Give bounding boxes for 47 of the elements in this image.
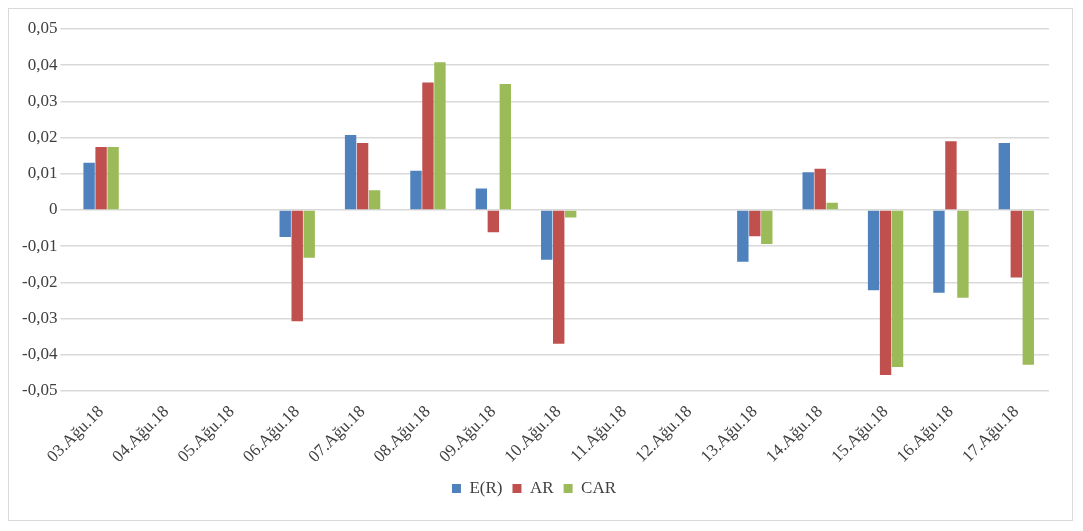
y-tick-label: 0,02: [27, 127, 58, 147]
y-tick-label: 0: [48, 199, 58, 219]
bar: [879, 210, 892, 375]
y-tick-label: 0,01: [27, 163, 58, 183]
bar: [368, 190, 381, 210]
bar: [279, 210, 291, 238]
y-tick-label: -0,05: [21, 380, 58, 400]
bar: [998, 142, 1011, 210]
bar: [541, 210, 553, 260]
bar: [814, 168, 826, 210]
y-tick-label: -0,03: [21, 307, 58, 327]
bar: [107, 146, 119, 210]
bar: [356, 142, 369, 210]
y-tick-label: -0,02: [21, 271, 58, 291]
bar: [891, 210, 904, 367]
legend-label: AR: [529, 477, 555, 497]
bar: [434, 62, 446, 210]
bar: [749, 210, 761, 237]
bar: [487, 210, 500, 233]
legend-label: CAR: [581, 477, 617, 497]
bar: [945, 141, 957, 210]
y-tick-label: 0,04: [27, 54, 58, 74]
bar: [95, 146, 107, 210]
bar: [303, 210, 315, 258]
bar: [957, 210, 969, 298]
bar: [410, 170, 422, 210]
bar: [344, 135, 357, 210]
bar: [933, 210, 945, 293]
bar: [553, 210, 565, 344]
bar: [422, 82, 434, 210]
bar: [499, 84, 512, 210]
bar: [83, 162, 95, 210]
legend-label: E(R): [469, 477, 503, 497]
bar: [291, 210, 303, 322]
bar: [1010, 210, 1023, 278]
y-tick-label: -0,01: [21, 235, 58, 255]
bar: [867, 210, 880, 291]
y-tick-label: 0,05: [27, 18, 58, 38]
y-tick-label: 0,03: [27, 90, 58, 110]
bar: [802, 172, 814, 210]
bar: [737, 210, 749, 262]
bar: [1022, 210, 1034, 365]
bar: [761, 210, 773, 244]
y-tick-label: -0,04: [21, 344, 58, 364]
bar: [475, 188, 488, 210]
bar: [565, 210, 577, 218]
bar: [826, 202, 838, 210]
